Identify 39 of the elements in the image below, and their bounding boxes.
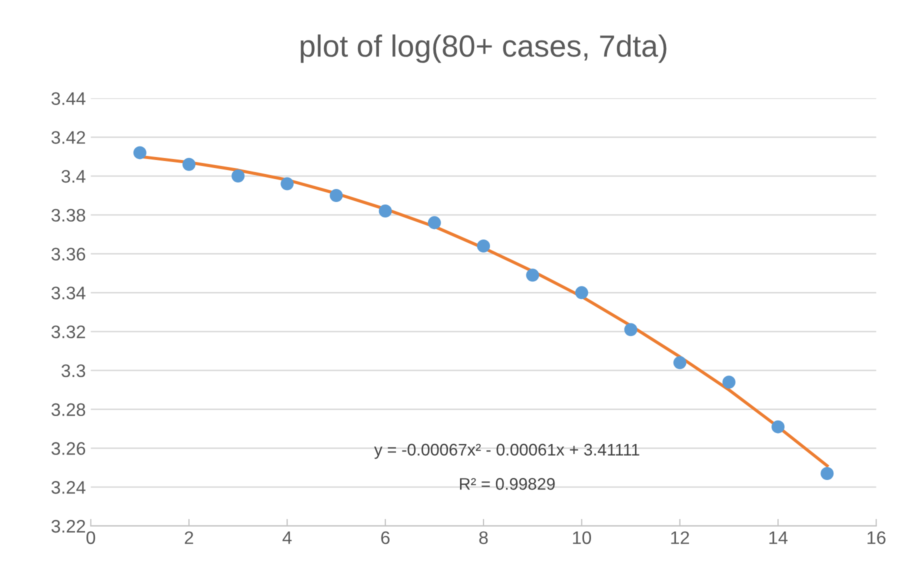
point: [182, 158, 196, 171]
annotation: R² = 0.99829: [460, 478, 555, 490]
y-tick-label: 3.24: [51, 481, 86, 494]
point: [280, 177, 294, 190]
point: [722, 376, 736, 389]
x-tick-label: 2: [184, 531, 194, 544]
point: [428, 216, 441, 230]
y-tick-label: 3.44: [51, 92, 86, 105]
point: [378, 204, 392, 218]
y-tick-label: 3.38: [51, 208, 86, 222]
y-tick-label: 3.28: [51, 403, 86, 416]
x-tick-label: 4: [282, 532, 292, 544]
point: [232, 170, 245, 183]
y-tick-label: 3.22: [51, 520, 86, 533]
point: [133, 146, 146, 160]
x-tick-label: 16: [868, 531, 886, 544]
point: [477, 240, 490, 253]
y-tick-label: 3.26: [51, 442, 86, 455]
x-tick-label: 0: [86, 531, 96, 544]
point: [330, 188, 343, 202]
y-tick-label: 3.34: [51, 286, 86, 300]
y-tick-label: 3.42: [51, 131, 86, 144]
x-tick-label: 8: [479, 531, 488, 544]
y-tick-label: 3.3: [62, 364, 86, 378]
annotation: y = -0.00067x² - 0.00061x + 3.41111: [374, 444, 640, 459]
x-tick-label: 12: [671, 531, 689, 544]
point: [772, 420, 785, 434]
y-tick-label: 3.32: [51, 325, 86, 338]
point: [673, 356, 686, 370]
chart-title: plot of log(80+ cases, 7dta): [300, 34, 666, 63]
point: [575, 286, 588, 300]
point: [820, 466, 834, 480]
point: [526, 268, 540, 282]
x-tick-label: 14: [769, 532, 788, 544]
x-tick-label: 10: [573, 531, 592, 544]
y-tick-label: 3.4: [62, 170, 86, 183]
x-tick-label: 6: [381, 531, 390, 544]
point: [624, 323, 638, 336]
y-tick-label: 3.36: [51, 248, 86, 261]
